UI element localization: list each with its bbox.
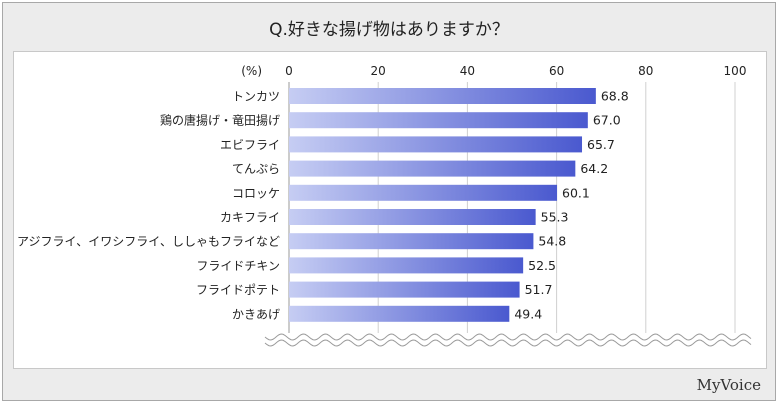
bar [289,88,596,104]
value-label: 51.7 [525,282,553,297]
value-label: 60.1 [562,185,590,200]
bar [289,233,534,250]
value-label: 49.4 [514,306,542,321]
value-label: 64.2 [580,161,608,176]
category-label: トンカツ [232,90,280,104]
x-tick-label: 0 [285,64,293,78]
category-label: フライドポテト [196,283,280,297]
labels: 0 20 40 60 80 100 (%) トンカツ 68.8 鶏の唐揚げ・竜田揚げ 67.0 エビフ… [17,64,752,347]
category-label: エビフライ [220,138,280,152]
category-label: 鶏の唐揚げ・竜田揚げ [160,113,280,128]
x-tick-label: 40 [460,64,475,78]
x-tick-label: 60 [549,64,564,78]
unit-label: (%) [241,64,262,78]
axis-break-line [264,333,752,341]
value-label: 54.8 [538,234,566,249]
category-label: コロッケ [232,186,280,200]
category-label: かきあげ [232,307,280,321]
category-label: アジフライ、イワシフライ、ししゃもフライなど [17,235,280,249]
bar [289,184,558,201]
value-label: 65.7 [587,137,615,152]
chart-title: Q.好きな揚げ物はありますか？ [269,19,509,40]
value-label: 67.0 [593,113,621,128]
x-tick-label: 100 [724,64,747,78]
bar [289,112,588,129]
bar [289,305,510,322]
value-label: 68.8 [601,89,629,104]
bars [289,88,596,322]
value-label: 52.5 [528,258,556,273]
bar [289,257,524,274]
category-label: カキフライ [220,211,280,225]
chart-frame: Q.好きな揚げ物はありますか？ MyVoice [2,2,776,401]
x-tick-label: 20 [371,64,386,78]
bar [289,136,583,153]
category-label: フライドチキン [196,259,280,273]
brand-logo: MyVoice [696,376,761,394]
bar [289,209,536,225]
axis-break-line [264,339,752,347]
category-label: てんぷら [232,162,280,176]
x-tick-label: 80 [638,64,653,78]
bar [289,281,520,298]
bar [289,160,576,177]
value-label: 55.3 [541,210,569,225]
